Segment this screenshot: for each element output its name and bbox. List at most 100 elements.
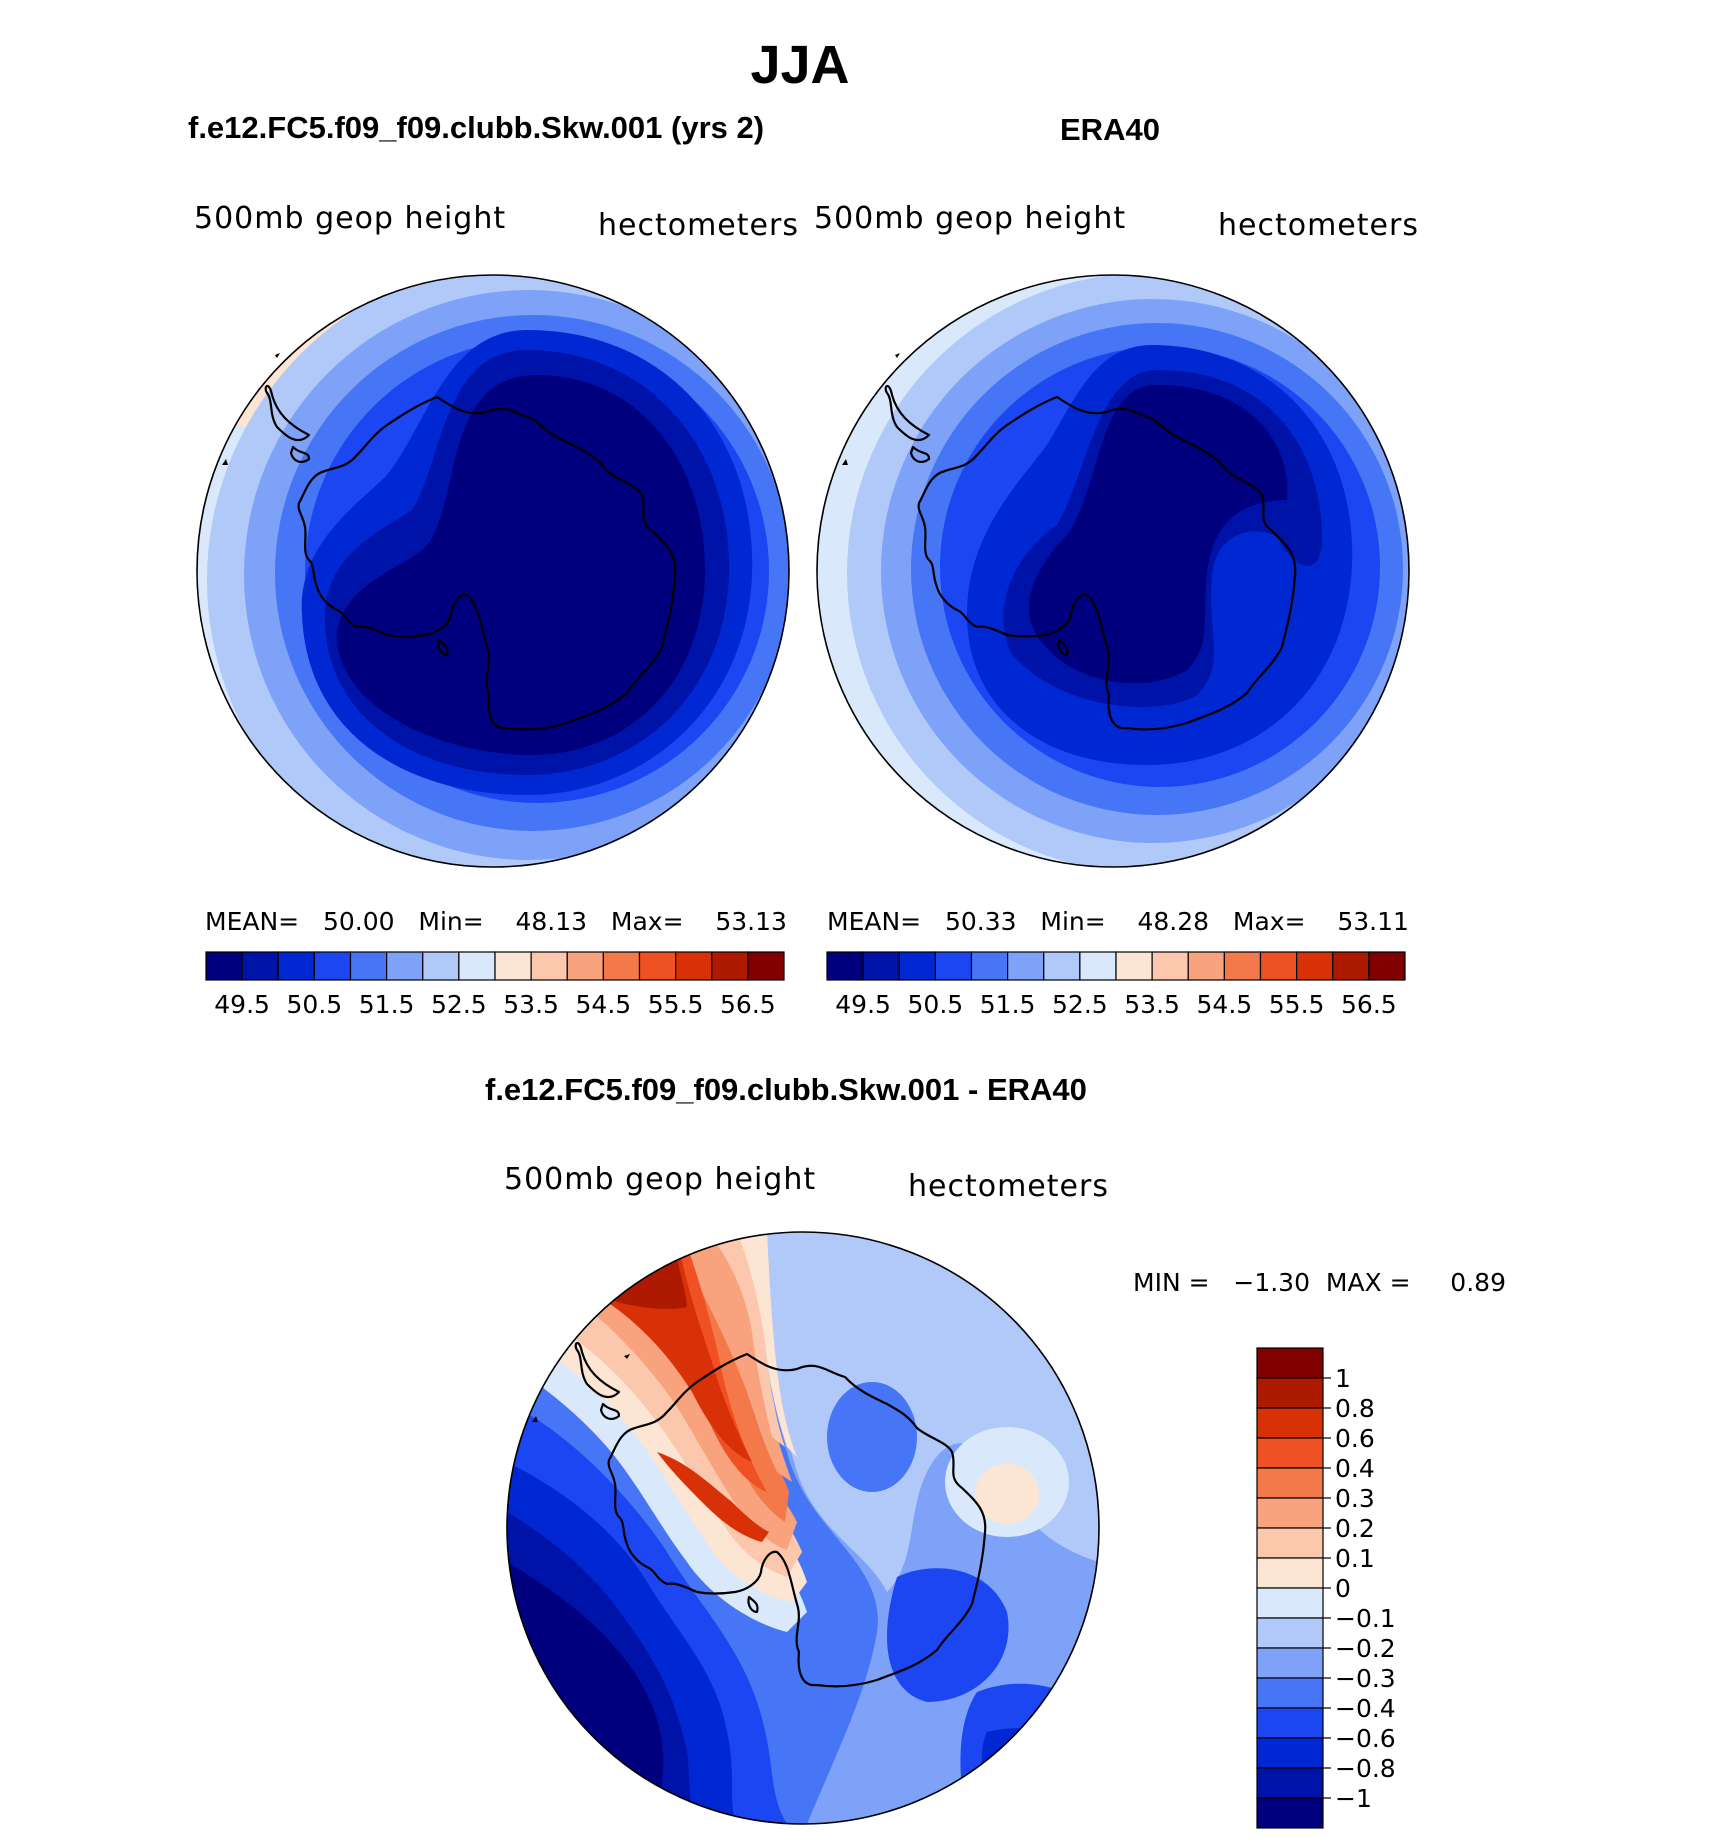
- obs-min-label: Min=: [1040, 907, 1106, 936]
- model-colorbar-tick-label: 53.5: [503, 990, 559, 1019]
- diff-panel-title: f.e12.FC5.f09_f09.clubb.Skw.001 - ERA40: [485, 1072, 1087, 1107]
- model-colorbar-swatch: [422, 951, 460, 981]
- model-mean-label: MEAN=: [205, 907, 300, 936]
- obs-colorbar-swatch: [1115, 951, 1153, 981]
- model-colorbar-swatch: [277, 951, 315, 981]
- obs-colorbar-tick-label: 50.5: [908, 990, 964, 1019]
- model-colorbar-tick-label: 50.5: [287, 990, 343, 1019]
- diff-colorbar-swatch: [1256, 1677, 1324, 1709]
- diff-colorbar-tick-label: 0.8: [1335, 1394, 1375, 1423]
- obs-colorbar-swatch: [1007, 951, 1045, 981]
- obs-stats: MEAN= 50.33 Min= 48.28 Max= 53.11: [827, 907, 1409, 936]
- model-colorbar-tick-label: 54.5: [576, 990, 632, 1019]
- model-colorbar-swatch: [458, 951, 496, 981]
- diff-colorbar-swatch: [1256, 1467, 1324, 1499]
- model-map: [196, 274, 790, 868]
- model-colorbar-swatch: [313, 951, 352, 981]
- obs-mean-label: MEAN=: [827, 907, 922, 936]
- diff-colorbar-swatch: [1256, 1707, 1324, 1739]
- model-colorbar-tick-label: 52.5: [431, 990, 487, 1019]
- diff-colorbar-swatch: [1256, 1617, 1324, 1649]
- obs-colorbar-swatch: [1259, 951, 1298, 981]
- obs-colorbar-swatch: [1296, 951, 1334, 981]
- model-colorbar-swatch: [566, 951, 604, 981]
- diff-colorbar-swatch: [1256, 1347, 1324, 1379]
- model-colorbar-swatch: [241, 951, 279, 981]
- diff-colorbar-swatch: [1256, 1767, 1324, 1799]
- model-colorbar-swatch: [349, 951, 388, 981]
- obs-mean-value: 50.33: [944, 907, 1017, 936]
- diff-colorbar-tick-label: −0.1: [1335, 1604, 1396, 1633]
- model-colorbar-swatch: [386, 951, 424, 981]
- obs-colorbar-swatch: [1187, 951, 1225, 981]
- obs-units-label: hectometers: [1218, 208, 1419, 243]
- obs-colorbar-swatch: [970, 951, 1009, 981]
- diff-colorbar-tick-label: 0.2: [1335, 1514, 1375, 1543]
- obs-colorbar-swatch: [1368, 951, 1406, 981]
- diff-colorbar-tick-label: −1: [1335, 1784, 1372, 1813]
- model-min-label: Min=: [418, 907, 484, 936]
- diff-minmax: MIN = −1.30 MAX = 0.89: [1133, 1268, 1506, 1297]
- model-colorbar-swatch: [530, 951, 568, 981]
- diff-colorbar-tick-label: 0.6: [1335, 1424, 1375, 1453]
- obs-colorbar-tick-label: 54.5: [1197, 990, 1253, 1019]
- obs-colorbar-tick-label: 51.5: [980, 990, 1036, 1019]
- diff-colorbar-swatch: [1256, 1497, 1324, 1529]
- diff-colorbar-tick-label: 1: [1335, 1364, 1351, 1393]
- diff-field-label: 500mb geop height: [504, 1162, 817, 1197]
- model-colorbar-tick-label: 51.5: [359, 990, 415, 1019]
- model-colorbar-swatch: [711, 951, 749, 981]
- obs-colorbar: 49.5 50.5 51.5 52.5 53.5 54.5 55.5 56.5: [826, 951, 1406, 1019]
- figure-title: JJA: [750, 35, 850, 95]
- model-colorbar: 49.5 50.5 51.5 52.5 53.5 54.5 55.5 56.5: [205, 951, 785, 1019]
- obs-colorbar-tick-label: 49.5: [835, 990, 891, 1019]
- model-colorbar-swatch: [638, 951, 677, 981]
- model-panel-title: f.e12.FC5.f09_f09.clubb.Skw.001 (yrs 2): [188, 110, 765, 145]
- obs-colorbar-swatch: [1079, 951, 1117, 981]
- diff-colorbar-swatch: [1256, 1527, 1324, 1559]
- diff-colorbar-tick-label: −0.2: [1335, 1634, 1396, 1663]
- obs-panel-title: ERA40: [1060, 112, 1160, 147]
- diff-colorbar-tick-label: 0.4: [1335, 1454, 1375, 1483]
- model-mean-value: 50.00: [322, 907, 395, 936]
- obs-colorbar-swatch: [1151, 951, 1189, 981]
- obs-colorbar-swatch: [898, 951, 936, 981]
- model-colorbar-tick-label: 49.5: [214, 990, 270, 1019]
- obs-max-value: 53.11: [1337, 907, 1409, 936]
- diff-colorbar-tick-label: −0.8: [1335, 1754, 1396, 1783]
- obs-colorbar-tick-label: 56.5: [1341, 990, 1397, 1019]
- diff-colorbar: 10.80.60.40.30.20.10−0.1−0.2−0.3−0.4−0.6…: [1256, 1347, 1396, 1829]
- obs-colorbar-tick-label: 53.5: [1124, 990, 1180, 1019]
- diff-colorbar-swatch: [1256, 1587, 1324, 1619]
- obs-colorbar-swatch: [1223, 951, 1262, 981]
- model-min-value: 48.13: [515, 907, 588, 936]
- diff-colorbar-swatch: [1256, 1737, 1324, 1769]
- model-stats: MEAN= 50.00 Min= 48.13 Max= 53.13: [205, 907, 787, 936]
- model-field-label: 500mb geop height: [194, 201, 507, 236]
- diff-colorbar-swatch: [1256, 1377, 1324, 1409]
- model-units-label: hectometers: [598, 208, 799, 243]
- obs-min-value: 48.28: [1137, 907, 1210, 936]
- diff-colorbar-swatch: [1256, 1437, 1324, 1469]
- model-colorbar-swatch: [494, 951, 532, 981]
- model-max-label: Max=: [610, 907, 684, 936]
- diff-colorbar-swatch: [1256, 1407, 1324, 1439]
- diff-colorbar-tick-label: 0: [1335, 1574, 1351, 1603]
- obs-colorbar-swatch: [1043, 951, 1081, 981]
- model-max-value: 53.13: [715, 907, 787, 936]
- model-colorbar-tick-label: 55.5: [648, 990, 704, 1019]
- diff-colorbar-swatch: [1256, 1797, 1324, 1829]
- diff-colorbar-tick-label: −0.6: [1335, 1724, 1396, 1753]
- obs-colorbar-swatch: [1332, 951, 1370, 981]
- obs-field-label: 500mb geop height: [814, 201, 1127, 236]
- obs-colorbar-swatch: [934, 951, 973, 981]
- diff-units-label: hectometers: [908, 1169, 1109, 1204]
- obs-colorbar-swatch: [826, 951, 864, 981]
- model-colorbar-swatch: [747, 951, 785, 981]
- obs-colorbar-tick-label: 52.5: [1052, 990, 1108, 1019]
- obs-colorbar-tick-label: 55.5: [1269, 990, 1325, 1019]
- diff-colorbar-tick-label: 0.3: [1335, 1484, 1375, 1513]
- model-colorbar-swatch: [205, 951, 243, 981]
- model-colorbar-swatch: [602, 951, 641, 981]
- diff-colorbar-swatch: [1256, 1647, 1324, 1679]
